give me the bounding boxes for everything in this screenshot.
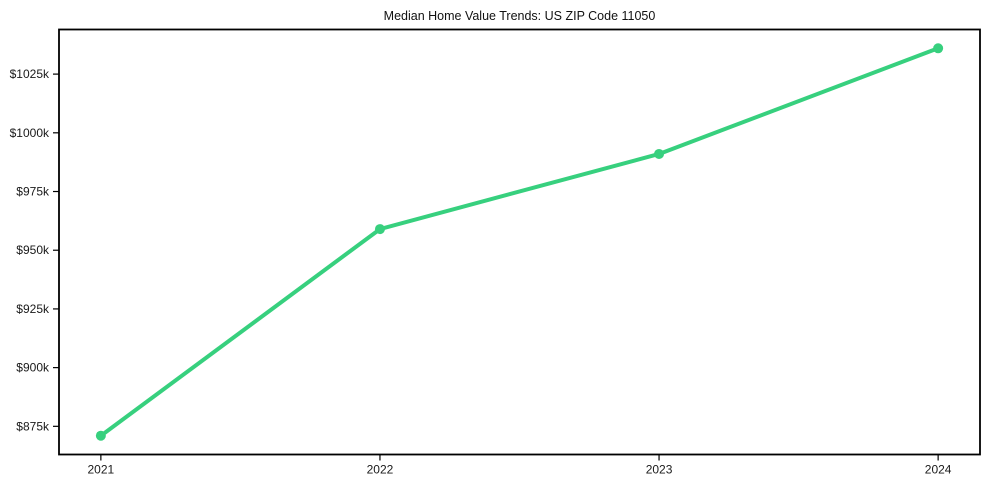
y-tick-label: $1000k	[10, 126, 50, 140]
data-point-marker	[654, 148, 665, 159]
chart-title: Median Home Value Trends: US ZIP Code 11…	[383, 9, 656, 23]
y-tick-label: $950k	[16, 243, 50, 257]
x-tick-label: 2022	[367, 463, 394, 477]
x-tick-label: 2023	[646, 463, 673, 477]
data-point-marker	[374, 224, 385, 235]
y-tick-label: $925k	[16, 302, 50, 316]
data-point-marker	[95, 430, 106, 441]
trend-line	[98, 46, 941, 438]
data-point-marker	[933, 43, 944, 54]
y-tick-label: $900k	[16, 361, 50, 375]
y-tick-label: $875k	[16, 419, 50, 433]
x-tick-label: 2024	[925, 463, 952, 477]
x-tick-label: 2021	[88, 463, 115, 477]
y-tick-label: $975k	[16, 185, 50, 199]
plot-border	[58, 28, 981, 456]
y-tick-label: $1025k	[10, 67, 50, 81]
